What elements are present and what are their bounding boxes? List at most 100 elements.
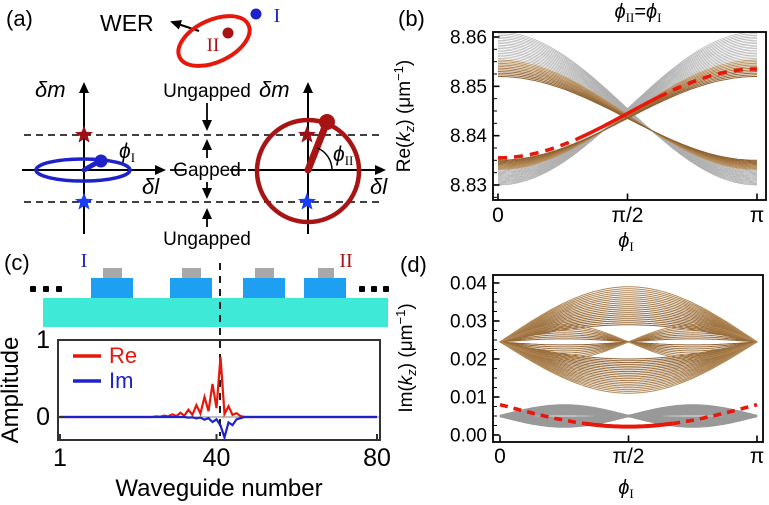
waveguide-cap	[318, 268, 334, 278]
point-II-dot	[222, 27, 234, 39]
plot-b-x-axis-label: ϕI	[618, 230, 633, 254]
parameter-circle-II	[254, 117, 362, 225]
brown-band-curve	[499, 341, 758, 382]
brown-band-curve	[499, 314, 758, 343]
brown-band-curve	[499, 310, 758, 343]
y-tick-label: 1	[36, 326, 50, 354]
phase-vector-II	[304, 123, 329, 174]
brown-band-curve	[499, 341, 758, 389]
ellipsis-dot	[56, 286, 62, 292]
y-tick-label: 8.86	[450, 28, 487, 49]
y-tick-label: 0.00	[450, 426, 487, 447]
brown-band-curve	[499, 302, 758, 343]
region-I-label: I	[81, 250, 88, 272]
brown-band-curve	[499, 341, 758, 371]
y-tick-label: 0	[36, 403, 50, 431]
phi-I-label: ϕI	[119, 140, 135, 165]
edge-state-curve	[671, 402, 758, 426]
plot-c-y-axis-label: Amplitude	[0, 337, 24, 444]
brown-band-curve	[499, 296, 758, 343]
x-tick-label: 80	[363, 444, 390, 472]
im-amplitude-curve	[60, 415, 377, 442]
ellipsis-dot	[383, 286, 389, 292]
point-I-dot	[250, 8, 262, 20]
plot-b-y-axis-label: Re(kz) (μm−1)	[391, 60, 417, 173]
brown-band-curve	[499, 341, 758, 350]
panel-d-tag: (d)	[400, 252, 427, 277]
brown-band-curve	[499, 304, 758, 343]
panel-a-tag: (a)	[6, 6, 33, 31]
brown-band-curve	[499, 290, 758, 343]
brown-band-curve	[499, 286, 758, 343]
y-tick-label: 0.03	[450, 312, 487, 333]
waveguide-cap	[182, 268, 201, 278]
point-I-label: I	[274, 5, 281, 27]
waveguide-cap	[255, 268, 274, 278]
ellipsis-dot	[30, 286, 36, 292]
y-tick-label: 0.02	[450, 350, 487, 371]
legend-im-label: Im	[109, 368, 133, 393]
brown-band-curve	[499, 292, 758, 343]
plot-b-title: ϕII=ϕI	[615, 1, 662, 25]
brown-band-curve	[499, 341, 758, 374]
y-tick-label: 0.01	[450, 388, 487, 409]
phi-II-angle-arc	[316, 147, 333, 171]
brown-band-curve	[499, 341, 758, 394]
left-y-axis-label: δm	[35, 77, 66, 102]
plot-d-ticks: 0 π/2 π 0.00 0.01 0.02 0.03 0.04	[450, 274, 764, 469]
brown-band-curve	[499, 341, 758, 378]
brown-band-curve	[499, 341, 758, 387]
plot-b-frame	[492, 31, 767, 201]
substrate-slab	[43, 298, 388, 327]
point-II-label: II	[207, 35, 220, 56]
brown-band-curve	[499, 334, 758, 343]
brown-band-curve	[499, 341, 758, 360]
y-tick-label: 8.83	[450, 176, 487, 197]
gapped-label: Gapped	[173, 160, 241, 181]
x-tick-label: π/2	[612, 445, 644, 468]
plot-c-curves	[60, 356, 377, 442]
x-tick-label: 1	[53, 444, 67, 472]
edge-state-curve	[574, 95, 660, 142]
bulk-band-curve	[498, 76, 757, 161]
x-tick-label: 0	[492, 204, 504, 227]
right-y-axis-label: δm	[259, 77, 290, 102]
brown-band-curve	[499, 298, 758, 343]
legend-re-label: Re	[109, 343, 137, 368]
phi-II-label: ϕII	[333, 143, 353, 168]
brown-band-curve	[499, 341, 758, 391]
y-tick-label: 0.04	[450, 274, 487, 295]
brown-band-curve	[499, 288, 758, 343]
brown-band-curve	[499, 306, 758, 343]
plot-b-ticks: 0 π/2 π 8.83 8.84 8.85 8.86	[450, 28, 764, 227]
plot-c-frame	[57, 339, 381, 441]
x-tick-label: π	[750, 204, 765, 227]
ungapped-top-label: Ungapped	[163, 81, 251, 102]
brown-band-curve	[499, 341, 758, 380]
edge-state-curve	[499, 402, 586, 426]
brown-band-curve	[499, 341, 758, 367]
parameter-ellipse-I	[34, 157, 132, 183]
panel-a: (a) WER II I δm δl ϕI Ungapped Gapped Un…	[6, 5, 388, 250]
panel-b-tag: (b)	[398, 6, 425, 31]
brown-band-curve	[499, 324, 758, 343]
edge-state-curve	[657, 67, 757, 99]
ungapped-bottom-label: Ungapped	[163, 229, 251, 250]
plot-b-curves	[497, 31, 758, 186]
ellipsis-dot	[371, 286, 377, 292]
waveguide-ridge	[243, 278, 285, 298]
waveguide-ridge	[91, 278, 133, 298]
edge-state-curve	[498, 137, 577, 160]
wer-label: WER	[100, 10, 154, 36]
waveguide-ridge	[170, 278, 212, 298]
wer-ellipse	[176, 14, 252, 68]
brown-band-curve	[499, 341, 758, 383]
brown-band-curve	[499, 341, 758, 364]
brown-band-curve	[499, 294, 758, 343]
left-x-axis-label: δl	[142, 174, 160, 199]
brown-band-curve	[499, 300, 758, 343]
panel-d: (d) Im(kz) (μm−1) 0 π/2 π0.000.010.020.030…	[393, 252, 764, 501]
plot-d-x-axis-label: ϕI	[618, 477, 633, 501]
panel-b: (b) ϕII=ϕI Re(kz) (μm−1) 0 π/2 π 8.83 8.84 8.…	[391, 1, 767, 254]
